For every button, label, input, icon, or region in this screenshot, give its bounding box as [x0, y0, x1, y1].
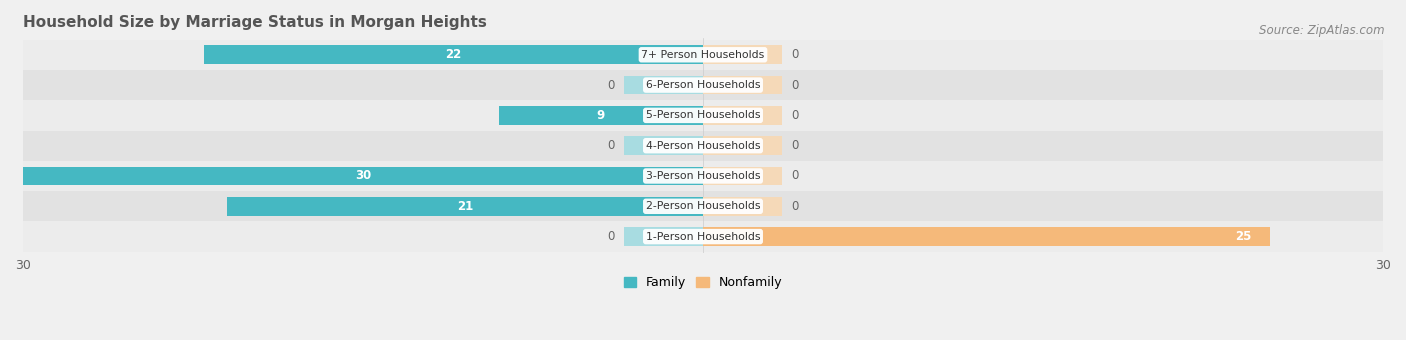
- Bar: [226, 197, 703, 216]
- Bar: [22, 131, 1384, 161]
- Text: 0: 0: [792, 200, 799, 213]
- Bar: [624, 136, 703, 155]
- Text: 7+ Person Households: 7+ Person Households: [641, 50, 765, 60]
- Text: 30: 30: [354, 169, 371, 183]
- Bar: [22, 167, 703, 185]
- Bar: [624, 227, 703, 246]
- Text: 5-Person Households: 5-Person Households: [645, 110, 761, 120]
- Bar: [22, 70, 1384, 100]
- Bar: [22, 221, 1384, 252]
- Text: 2-Person Households: 2-Person Households: [645, 201, 761, 211]
- Text: 21: 21: [457, 200, 472, 213]
- Text: 3-Person Households: 3-Person Households: [645, 171, 761, 181]
- Text: 4-Person Households: 4-Person Households: [645, 141, 761, 151]
- Bar: [22, 161, 1384, 191]
- Text: 22: 22: [446, 48, 461, 61]
- Bar: [703, 76, 782, 95]
- Bar: [703, 106, 782, 125]
- Bar: [624, 76, 703, 95]
- Text: 0: 0: [792, 109, 799, 122]
- Text: 0: 0: [792, 79, 799, 91]
- Bar: [703, 136, 782, 155]
- Bar: [22, 191, 1384, 221]
- Bar: [703, 197, 782, 216]
- Text: 0: 0: [792, 48, 799, 61]
- Text: 25: 25: [1236, 230, 1251, 243]
- Text: 0: 0: [792, 139, 799, 152]
- Bar: [703, 227, 1270, 246]
- Legend: Family, Nonfamily: Family, Nonfamily: [619, 271, 787, 294]
- Bar: [703, 167, 782, 185]
- Text: 1-Person Households: 1-Person Households: [645, 232, 761, 242]
- Text: 0: 0: [607, 230, 614, 243]
- Text: 0: 0: [607, 139, 614, 152]
- Text: Household Size by Marriage Status in Morgan Heights: Household Size by Marriage Status in Mor…: [22, 15, 486, 30]
- Text: 0: 0: [607, 79, 614, 91]
- Bar: [499, 106, 703, 125]
- Bar: [22, 40, 1384, 70]
- Text: 0: 0: [792, 169, 799, 183]
- Bar: [204, 45, 703, 64]
- Text: Source: ZipAtlas.com: Source: ZipAtlas.com: [1260, 24, 1385, 37]
- Bar: [22, 100, 1384, 131]
- Bar: [703, 45, 782, 64]
- Text: 6-Person Households: 6-Person Households: [645, 80, 761, 90]
- Text: 9: 9: [598, 109, 605, 122]
